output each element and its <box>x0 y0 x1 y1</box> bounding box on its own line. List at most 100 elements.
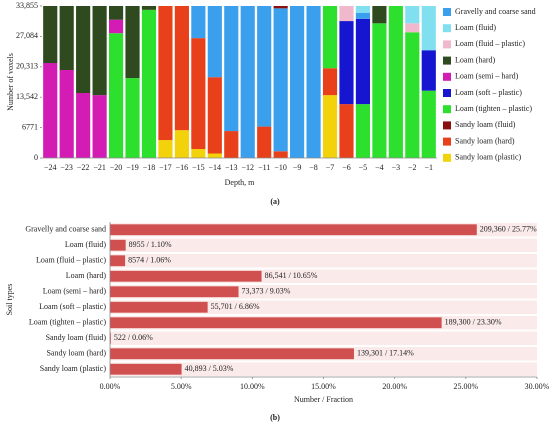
bar-segment <box>224 6 239 132</box>
bar-segment <box>405 32 420 159</box>
x-tick-label: −21 <box>93 163 106 172</box>
value-label: 40,893 / 5.03% <box>185 364 234 373</box>
bar <box>110 332 111 344</box>
x-tick-label: −9 <box>293 163 302 172</box>
x-tick-label: −17 <box>159 163 172 172</box>
legend-label: Sandy loam (plastic) <box>455 153 522 162</box>
x-axis-title: Number / Fraction <box>294 395 353 404</box>
bar-segment <box>257 126 272 158</box>
x-tick-label: 25.00% <box>453 382 478 391</box>
y-tick-label: 20,313 <box>16 62 38 71</box>
category-label: Gravelly and coarse sand <box>25 225 106 234</box>
category-label: Loam (fluid) <box>65 240 106 249</box>
bar-segment <box>273 6 288 9</box>
bar <box>110 255 126 267</box>
x-tick-label: −2 <box>408 163 417 172</box>
bar-segment <box>355 18 371 105</box>
x-tick-label: −7 <box>326 163 335 172</box>
x-tick-label: −15 <box>192 163 205 172</box>
bar-segment <box>355 12 371 19</box>
bar-segment <box>421 90 436 158</box>
bar <box>110 317 442 329</box>
x-tick-label: −13 <box>225 163 238 172</box>
y-tick-label: 27,084 <box>16 31 38 40</box>
value-label: 139,301 / 17.14% <box>357 349 414 358</box>
bar-segment <box>372 23 387 159</box>
bar <box>110 301 208 313</box>
x-tick-label: −3 <box>392 163 401 172</box>
bar-segment <box>224 131 239 158</box>
legend-label: Loam (fluid) <box>455 23 496 32</box>
bar-segment <box>207 6 222 78</box>
category-label: Loam (hard) <box>66 271 107 280</box>
bar-segment <box>273 8 288 152</box>
bar-segment <box>141 6 157 10</box>
x-tick-label: −23 <box>60 163 73 172</box>
category-label: Loam (soft – plastic) <box>39 302 106 311</box>
x-tick-label: 10.00% <box>240 382 265 391</box>
x-tick-label: −11 <box>258 163 270 172</box>
bar-segment <box>339 6 354 22</box>
bar-segment <box>306 6 321 158</box>
bar-segment <box>108 33 124 158</box>
bar <box>110 363 182 375</box>
legend-swatch <box>443 121 451 130</box>
x-tick-label: 20.00% <box>382 382 407 391</box>
x-tick-label: −5 <box>359 163 368 172</box>
bar-segment <box>421 50 436 91</box>
bar-segment <box>141 9 157 158</box>
bar-segment <box>322 95 338 158</box>
x-tick-label: −19 <box>126 163 139 172</box>
x-tick-label: 5.00% <box>171 382 192 391</box>
bar-segment <box>191 38 206 150</box>
y-tick-label: 33,855 <box>16 1 38 10</box>
x-tick-label: −1 <box>425 163 434 172</box>
x-axis-title: Depth, m <box>225 178 256 187</box>
x-tick-label: −6 <box>342 163 351 172</box>
x-tick-label: −10 <box>274 163 287 172</box>
legend-label: Loam (semi – hard) <box>455 72 519 81</box>
bar-segment <box>339 104 354 158</box>
legend-swatch <box>443 105 451 114</box>
bar <box>110 286 239 298</box>
bar-segment <box>372 6 387 24</box>
bar-segment <box>405 6 420 24</box>
value-label: 55,701 / 6.86% <box>211 302 260 311</box>
legend-swatch <box>443 40 451 49</box>
category-label: Sandy loam (plastic) <box>40 364 107 373</box>
bar-segment <box>339 21 354 105</box>
bar <box>110 270 262 282</box>
legend-label: Loam (hard) <box>455 55 496 64</box>
bar-segment <box>43 63 58 158</box>
row-band <box>110 300 537 314</box>
value-label: 209,360 / 25.77% <box>480 225 537 234</box>
y-tick-label: 13,542 <box>16 92 38 101</box>
row-band <box>110 254 537 268</box>
bar <box>110 348 354 360</box>
bar-segment <box>125 78 140 158</box>
bar-segment <box>257 6 272 127</box>
x-tick-label: 15.00% <box>311 382 336 391</box>
bar-segment <box>174 6 189 131</box>
bar-segment <box>158 140 173 158</box>
x-tick-label: −18 <box>143 163 156 172</box>
bar-segment <box>43 6 58 64</box>
y-axis-title: Soil types <box>5 284 14 316</box>
bar-segment <box>76 6 91 94</box>
legend-swatch <box>443 72 451 81</box>
value-label: 8955 / 1.10% <box>129 240 172 249</box>
category-label: Loam (fluid – plastic) <box>36 256 106 265</box>
x-tick-label: −4 <box>375 163 384 172</box>
legend-swatch <box>443 137 451 146</box>
value-label: 522 / 0.06% <box>114 333 153 342</box>
x-tick-label: −22 <box>77 163 90 172</box>
bar-segment <box>108 6 124 20</box>
legend-swatch <box>443 56 451 65</box>
legend-swatch <box>443 8 451 16</box>
bar-segment <box>125 6 140 79</box>
panel-label: (b) <box>270 413 280 422</box>
bar-segment <box>92 95 107 158</box>
y-tick-label: 6771 <box>22 122 38 131</box>
row-band <box>110 362 537 376</box>
